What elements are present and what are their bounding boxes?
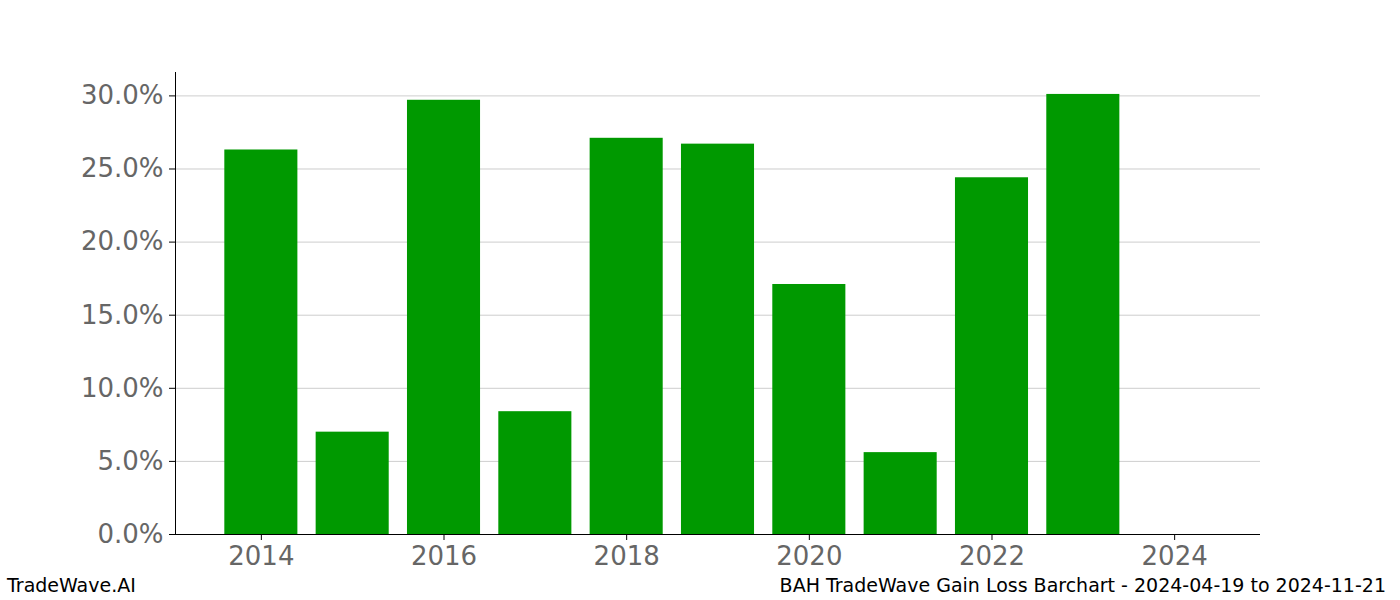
svg-text:10.0%: 10.0%: [81, 373, 164, 403]
svg-text:20.0%: 20.0%: [81, 226, 164, 256]
svg-text:2020: 2020: [776, 541, 842, 570]
svg-text:0.0%: 0.0%: [97, 519, 163, 549]
svg-text:2024: 2024: [1142, 541, 1208, 570]
svg-text:25.0%: 25.0%: [81, 153, 164, 183]
svg-text:30.0%: 30.0%: [81, 80, 164, 110]
svg-text:2016: 2016: [411, 541, 477, 570]
svg-text:15.0%: 15.0%: [81, 300, 164, 330]
svg-text:2018: 2018: [594, 541, 660, 570]
svg-text:2022: 2022: [959, 541, 1025, 570]
svg-text:5.0%: 5.0%: [97, 446, 163, 476]
svg-text:2014: 2014: [228, 541, 294, 570]
html-text:BAH TradeWave Gain Loss Barcha: BAH TradeWave Gain Loss Barchart - 2024-…: [779, 574, 1386, 596]
html-text:TradeWave.AI: TradeWave.AI: [7, 574, 136, 596]
